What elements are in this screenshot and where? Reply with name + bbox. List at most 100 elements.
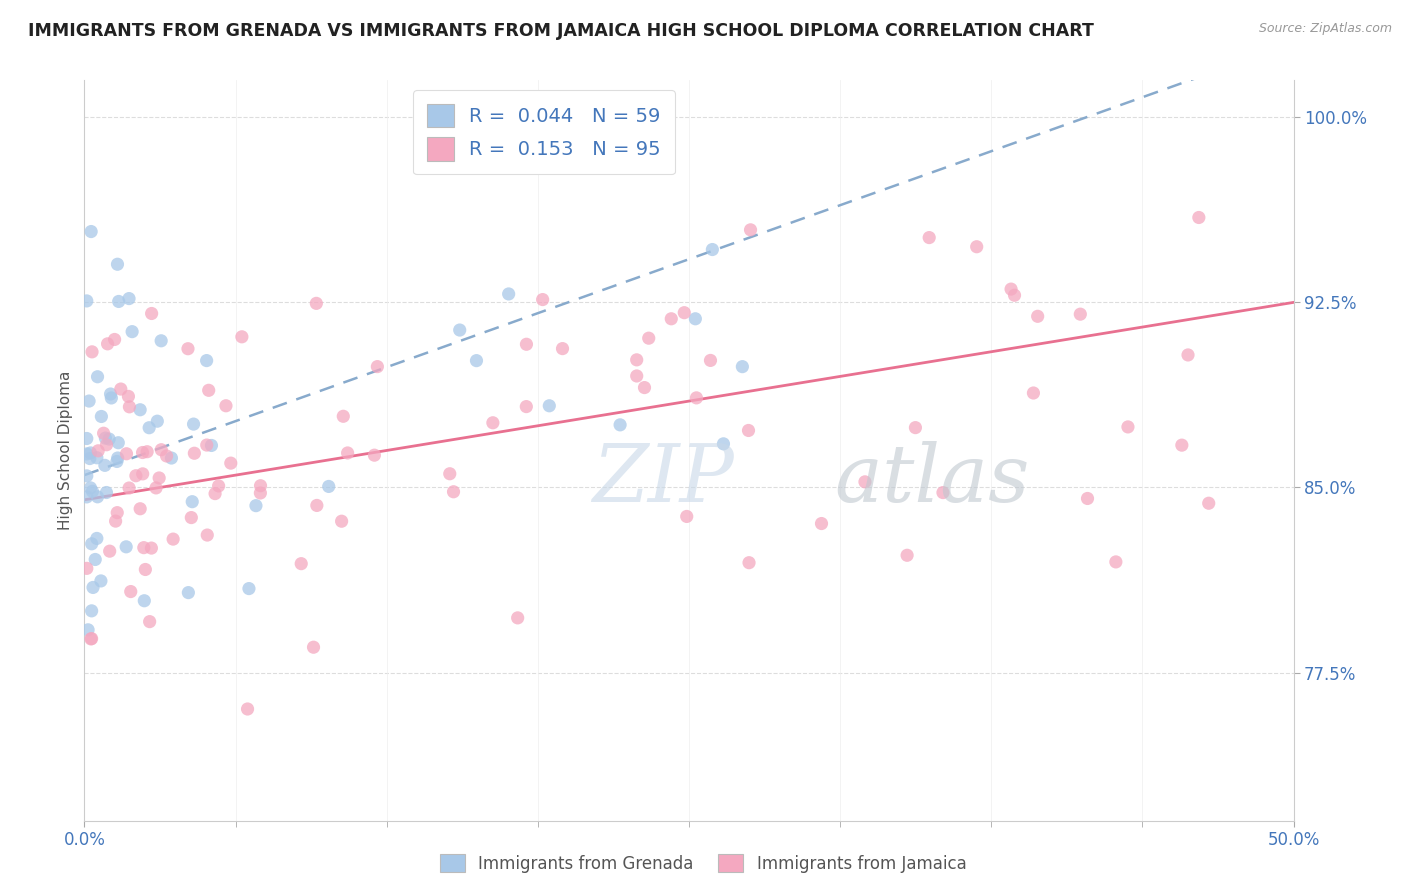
Point	[79, 481, 101, 495]
Point	[104, 514, 127, 528]
Point	[966, 240, 988, 254]
Point	[107, 257, 129, 271]
Point	[1116, 420, 1139, 434]
Point	[115, 447, 138, 461]
Point	[810, 516, 832, 531]
Point	[366, 359, 388, 374]
Point	[86, 490, 108, 504]
Point	[675, 509, 697, 524]
Point	[538, 399, 561, 413]
Point	[200, 438, 222, 452]
Point	[76, 490, 98, 504]
Point	[231, 330, 253, 344]
Point	[609, 417, 631, 432]
Point	[94, 458, 117, 473]
Point	[249, 479, 271, 493]
Point	[245, 499, 267, 513]
Point	[1076, 491, 1098, 506]
Point	[117, 389, 139, 403]
Point	[332, 409, 354, 424]
Point	[336, 446, 359, 460]
Point	[177, 585, 200, 599]
Point	[76, 432, 98, 446]
Point	[685, 391, 707, 405]
Point	[515, 337, 537, 351]
Point	[77, 394, 100, 409]
Point	[76, 447, 98, 461]
Point	[330, 514, 353, 528]
Point	[100, 391, 122, 405]
Point	[125, 468, 148, 483]
Point	[129, 501, 152, 516]
Point	[302, 640, 325, 655]
Point	[465, 353, 488, 368]
Point	[118, 400, 141, 414]
Point	[195, 528, 218, 542]
Text: IMMIGRANTS FROM GRENADA VS IMMIGRANTS FROM JAMAICA HIGH SCHOOL DIPLOMA CORRELATI: IMMIGRANTS FROM GRENADA VS IMMIGRANTS FR…	[28, 22, 1094, 40]
Point	[482, 416, 505, 430]
Point	[80, 632, 103, 646]
Point	[134, 593, 156, 607]
Point	[86, 450, 108, 465]
Point	[131, 467, 153, 481]
Point	[626, 352, 648, 367]
Point	[305, 296, 328, 310]
Point	[531, 293, 554, 307]
Point	[90, 409, 112, 424]
Point	[183, 446, 205, 460]
Point	[1188, 211, 1211, 225]
Point	[1004, 288, 1026, 302]
Point	[138, 421, 160, 435]
Point	[93, 426, 115, 441]
Point	[685, 311, 707, 326]
Point	[79, 446, 101, 460]
Point	[204, 486, 226, 500]
Point	[207, 479, 229, 493]
Point	[1069, 307, 1091, 321]
Point	[932, 485, 955, 500]
Point	[215, 399, 238, 413]
Point	[918, 230, 941, 244]
Point	[1171, 438, 1194, 452]
Point	[551, 342, 574, 356]
Point	[183, 417, 205, 431]
Point	[97, 336, 120, 351]
Point	[150, 442, 173, 457]
Point	[82, 581, 104, 595]
Point	[1026, 310, 1049, 324]
Point	[132, 541, 155, 555]
Point	[318, 479, 340, 493]
Point	[699, 353, 721, 368]
Point	[118, 481, 141, 495]
Point	[100, 387, 122, 401]
Point	[737, 424, 759, 438]
Point	[145, 481, 167, 495]
Point	[129, 402, 152, 417]
Point	[1000, 282, 1022, 296]
Point	[195, 438, 218, 452]
Point	[853, 475, 876, 489]
Point	[1105, 555, 1128, 569]
Point	[1022, 386, 1045, 401]
Point	[160, 450, 183, 465]
Point	[148, 471, 170, 485]
Point	[290, 557, 312, 571]
Point	[738, 556, 761, 570]
Point	[134, 562, 156, 576]
Text: ZIP: ZIP	[592, 442, 734, 519]
Point	[363, 448, 385, 462]
Point	[238, 582, 260, 596]
Point	[131, 445, 153, 459]
Point	[659, 311, 682, 326]
Point	[141, 306, 163, 320]
Point	[740, 223, 762, 237]
Point	[76, 293, 98, 308]
Point	[136, 444, 159, 458]
Point	[633, 380, 655, 394]
Point	[150, 334, 173, 348]
Point	[80, 604, 103, 618]
Text: atlas: atlas	[834, 442, 1029, 519]
Point	[79, 451, 101, 466]
Point	[637, 331, 659, 345]
Point	[219, 456, 242, 470]
